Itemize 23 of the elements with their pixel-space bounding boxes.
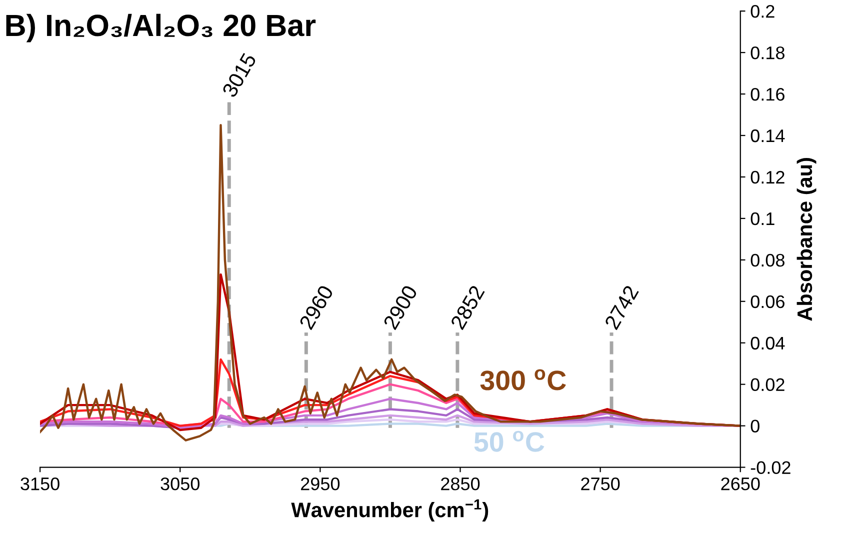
y-tick-label: 0.18 (750, 46, 784, 60)
y-tick-label: 0.2 (750, 4, 774, 18)
y-tick-label: 0.06 (750, 295, 784, 308)
annotation: 300 $^{o}$C (480, 369, 566, 390)
chart-title: B) In₂O₃/Al₂O₃ 20 Bar (6, 14, 316, 42)
y-tick-label: 0.02 (750, 378, 784, 392)
y-tick-label: 0.04 (750, 336, 785, 350)
x-tick-label: 3150 (20, 477, 60, 490)
y-tick-label: 0.08 (750, 254, 784, 267)
y-tick-label: 0.1 (750, 212, 774, 226)
annotation: 50 $^{o}$C (474, 430, 544, 452)
x-tick-label: 2650 (721, 477, 760, 490)
y-tick-label: 0 (750, 420, 760, 433)
y-axis-title: Absorbance (au) (796, 158, 816, 321)
x-axis-title: Wavenumber (cm$^{−1}$) (291, 499, 488, 522)
y-tick-label: 0.12 (750, 170, 784, 184)
x-tick-label: 2750 (581, 477, 620, 490)
y-tick-label: -0.02 (750, 461, 790, 474)
y-tick-label: 0.14 (750, 129, 785, 142)
x-tick-label: 2950 (301, 477, 340, 490)
x-tick-label: 2850 (441, 477, 480, 490)
y-tick-label: 0.16 (750, 88, 784, 101)
x-tick-label: 3050 (160, 477, 200, 490)
